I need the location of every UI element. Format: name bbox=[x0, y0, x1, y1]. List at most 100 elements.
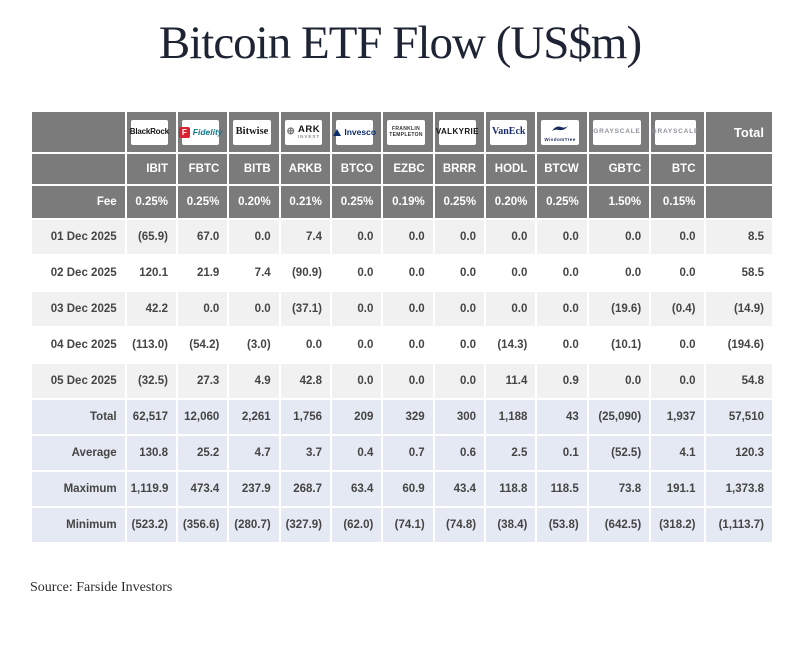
summary-cell: 209 bbox=[332, 400, 382, 434]
bitwise-logo: Bitwise bbox=[233, 119, 271, 145]
flow-cell: 0.0 bbox=[434, 220, 485, 254]
grayscale-label: GRAYSCALE bbox=[593, 127, 641, 135]
summary-cell: 57,510 bbox=[705, 400, 772, 434]
flow-cell: 0.0 bbox=[434, 256, 485, 290]
issuer-cell-grayscale: GRAYSCALE bbox=[588, 112, 650, 152]
summary-cell: (53.8) bbox=[537, 508, 587, 542]
franklin-label: FRANKLIN bbox=[392, 125, 420, 132]
flow-cell: 0.0 bbox=[383, 292, 433, 326]
ark-logo-text: ARK INVEST bbox=[297, 123, 321, 140]
summary-body: Total 62,517 12,060 2,261 1,756 209 329 300 1,18… bbox=[32, 400, 772, 542]
franklin-sublabel: TEMPLETON bbox=[389, 131, 423, 138]
valkyrie-logo: VALKYRIE bbox=[435, 119, 479, 145]
flow-cell: (54.2) bbox=[177, 328, 228, 362]
summary-cell: 43 bbox=[537, 400, 587, 434]
flow-cell: 0.0 bbox=[434, 328, 485, 362]
summary-row: Average 130.8 25.2 4.7 3.7 0.4 0.7 0.6 2.5 0.1 (52… bbox=[32, 436, 772, 470]
summary-cell: 118.8 bbox=[486, 472, 536, 506]
fidelity-label: Fidelity bbox=[192, 126, 223, 137]
flow-cell: 0.0 bbox=[486, 256, 536, 290]
flow-cell: 0.0 bbox=[177, 292, 228, 326]
summary-cell: (523.2) bbox=[126, 508, 176, 542]
flow-cell: (3.0) bbox=[229, 328, 279, 362]
ticker-BITB: BITB bbox=[229, 154, 279, 184]
fee-GBTC: 1.50% bbox=[588, 186, 650, 218]
flow-cell: 0.0 bbox=[332, 220, 382, 254]
issuer-logo-row: BlackRock F Fidelity Bitwise ⊕ ARK INVEST Inves… bbox=[32, 112, 772, 152]
issuer-cell-blackrock: BlackRock bbox=[126, 112, 176, 152]
flow-cell: 0.0 bbox=[537, 256, 587, 290]
ark-label: ARK bbox=[297, 123, 321, 135]
flow-cell: 0.0 bbox=[588, 256, 650, 290]
summary-cell: 1,756 bbox=[280, 400, 331, 434]
franklin-logo: FRANKLIN TEMPLETON bbox=[387, 119, 425, 145]
grayscale-2-logo-text: GRAYSCALE bbox=[652, 128, 699, 136]
flow-cell: 0.0 bbox=[229, 292, 279, 326]
fidelity-logo-text: Fidelity bbox=[193, 128, 223, 137]
flow-cell: 42.2 bbox=[126, 292, 176, 326]
summary-cell: 73.8 bbox=[588, 472, 650, 506]
flow-cell: 0.0 bbox=[651, 220, 704, 254]
summary-row: Minimum (523.2) (356.6) (280.7) (327.9) (62.0… bbox=[32, 508, 772, 542]
fidelity-logo: F Fidelity bbox=[178, 119, 223, 145]
ticker-IBIT: IBIT bbox=[126, 154, 176, 184]
wisdomtree-label: WisdomTree bbox=[544, 137, 576, 143]
summary-cell: 130.8 bbox=[126, 436, 176, 470]
flow-cell: (32.5) bbox=[126, 364, 176, 398]
summary-cell: 2,261 bbox=[229, 400, 279, 434]
fee-HODL: 0.20% bbox=[486, 186, 536, 218]
issuer-cell-wisdomtree: WisdomTree bbox=[537, 112, 587, 152]
source-note: Source: Farside Investors bbox=[30, 580, 173, 595]
issuer-cell-grayscale-2: GRAYSCALE bbox=[651, 112, 704, 152]
summary-cell: 25.2 bbox=[177, 436, 228, 470]
valkyrie-label: VALKYRIE bbox=[435, 127, 479, 136]
flow-cell: 58.5 bbox=[705, 256, 772, 290]
ticker-HODL: HODL bbox=[486, 154, 536, 184]
flow-cell: 0.0 bbox=[229, 220, 279, 254]
summary-cell: 4.7 bbox=[229, 436, 279, 470]
triangle-icon bbox=[333, 128, 342, 136]
fee-row: Fee 0.25% 0.25% 0.20% 0.21% 0.25% 0.19% 0.25% 0.… bbox=[32, 186, 772, 218]
flow-cell: (37.1) bbox=[280, 292, 331, 326]
fee-label: Fee bbox=[32, 186, 125, 218]
flow-cell: (10.1) bbox=[588, 328, 650, 362]
flow-cell: 0.0 bbox=[280, 328, 331, 362]
summary-cell: (280.7) bbox=[229, 508, 279, 542]
summary-cell: 1,119.9 bbox=[126, 472, 176, 506]
flow-cell: (19.6) bbox=[588, 292, 650, 326]
flow-cell: 0.0 bbox=[486, 292, 536, 326]
bitwise-label: Bitwise bbox=[235, 125, 269, 137]
fidelity-badge-icon: F bbox=[178, 126, 190, 138]
ticker-FBTC: FBTC bbox=[177, 154, 228, 184]
summary-cell: 1,373.8 bbox=[705, 472, 772, 506]
summary-cell: 120.3 bbox=[705, 436, 772, 470]
summary-cell: 0.6 bbox=[434, 436, 485, 470]
flow-cell: 0.0 bbox=[383, 256, 433, 290]
ticker-BTCW: BTCW bbox=[537, 154, 587, 184]
invesco-logo: Invesco bbox=[333, 119, 376, 145]
flow-cell: 0.0 bbox=[537, 292, 587, 326]
table-row: 04 Dec 2025 (113.0) (54.2) (3.0) 0.0 0.0 0.0 0.… bbox=[32, 328, 772, 362]
summary-cell: (74.1) bbox=[383, 508, 433, 542]
flow-cell: 0.0 bbox=[588, 364, 650, 398]
ark-sublabel: INVEST bbox=[297, 134, 321, 139]
summary-cell: 1,188 bbox=[486, 400, 536, 434]
summary-row: Maximum 1,119.9 473.4 237.9 268.7 63.4 60.9 43.… bbox=[32, 472, 772, 506]
blackrock-logo: BlackRock bbox=[130, 119, 169, 145]
invesco-logo-text: Invesco bbox=[344, 128, 376, 137]
flow-cell: 0.9 bbox=[537, 364, 587, 398]
table-row: 02 Dec 2025 120.1 21.9 7.4 (90.9) 0.0 0.0 0.0 0.… bbox=[32, 256, 772, 290]
grayscale-logo: GRAYSCALE bbox=[592, 119, 642, 145]
flow-cell: 21.9 bbox=[177, 256, 228, 290]
summary-row: Total 62,517 12,060 2,261 1,756 209 329 300 1,18… bbox=[32, 400, 772, 434]
flow-cell: 120.1 bbox=[126, 256, 176, 290]
summary-cell: 0.4 bbox=[332, 436, 382, 470]
fee-BTCW: 0.25% bbox=[537, 186, 587, 218]
issuer-cell-valkyrie: VALKYRIE bbox=[434, 112, 485, 152]
fee-BTC: 0.15% bbox=[651, 186, 704, 218]
flow-cell: 27.3 bbox=[177, 364, 228, 398]
page-title: Bitcoin ETF Flow (US$m) bbox=[158, 17, 642, 69]
bird-icon bbox=[551, 121, 569, 137]
etf-flow-table: BlackRock F Fidelity Bitwise ⊕ ARK INVEST Inves… bbox=[30, 110, 774, 544]
